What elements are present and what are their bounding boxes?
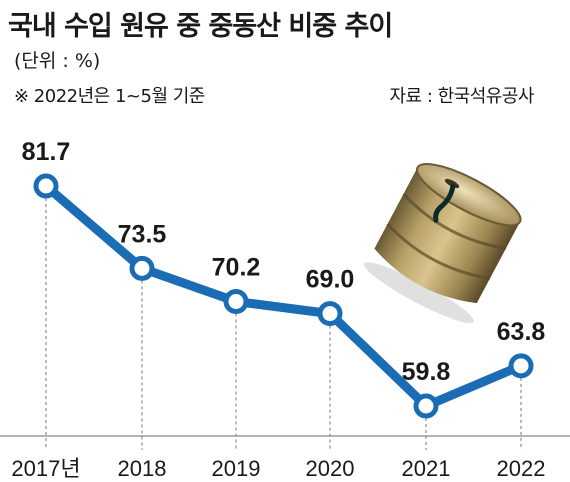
x-tick-label: 2022 [497,456,546,481]
data-label: 69.0 [306,266,355,294]
data-label: 73.5 [118,220,167,248]
footnote: ※ 2022년은 1~5월 기준 [14,86,205,107]
x-tick-label: 2017년 [11,456,80,481]
data-point [413,393,439,419]
data-label: 63.8 [497,318,546,346]
data-point [129,255,155,281]
x-tick-label: 2018 [118,456,167,481]
data-point [317,301,343,327]
series-line [41,181,526,411]
x-tick-label: 2020 [306,456,355,481]
oil-barrel-illustration [363,163,522,324]
unit-label: (단위 : %) [14,50,101,72]
chart-title: 국내 수입 원유 중 중동산 비중 추이 [8,11,393,42]
data-point [223,289,249,315]
source-label: 자료 : 한국석유공사 [389,86,535,107]
x-tick-label: 2021 [402,456,451,481]
data-point [508,353,534,379]
data-label: 81.7 [22,138,71,166]
data-point [33,173,59,199]
data-label: 59.8 [402,358,451,386]
x-tick-label: 2019 [212,456,261,481]
data-label: 70.2 [212,254,261,282]
